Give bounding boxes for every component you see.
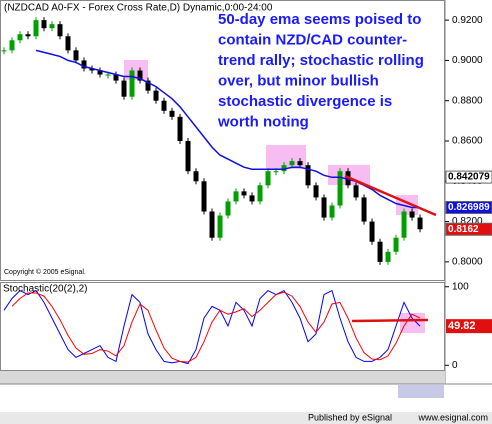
- candle: [257, 185, 263, 202]
- candle: [313, 185, 319, 198]
- candle: [65, 36, 71, 51]
- candle: [161, 100, 167, 111]
- y-tick-label: 0.9200: [452, 15, 483, 26]
- chart-title: (NZDCAD A0-FX - Forex Cross Rate,D) Dyna…: [4, 3, 273, 14]
- y-tick-label: 0.8800: [452, 95, 483, 106]
- candle: [265, 171, 271, 186]
- candle: [201, 181, 207, 212]
- candle: [217, 215, 223, 238]
- candle: [305, 165, 311, 186]
- price-box: [445, 170, 492, 184]
- candle: [321, 197, 327, 218]
- y-tick-label: 0.9000: [452, 55, 483, 66]
- y-tick-label: 0.8200: [452, 216, 483, 227]
- highlight: [400, 313, 425, 333]
- candle: [89, 68, 95, 71]
- candle: [177, 116, 183, 142]
- candle: [81, 60, 87, 69]
- footer-bar: [0, 412, 492, 424]
- copyright: Copyright © 2005 eSignal.: [4, 268, 86, 276]
- candle: [169, 110, 175, 117]
- candle: [273, 171, 279, 173]
- candle: [353, 185, 359, 198]
- price-box-label: 0.826989: [448, 202, 490, 213]
- candle: [393, 237, 399, 252]
- candle: [233, 191, 239, 202]
- candle: [57, 24, 63, 37]
- candle: [121, 80, 127, 97]
- candle: [249, 195, 255, 202]
- trendline: [351, 318, 429, 323]
- tab-bar: [0, 371, 445, 384]
- y-tick-label: 0.8000: [452, 257, 483, 268]
- candle: [145, 80, 151, 91]
- annotation: stochastic divergence is: [218, 93, 392, 110]
- candle: [41, 20, 47, 29]
- y-tick-label: 0: [452, 360, 458, 371]
- candle: [417, 217, 423, 230]
- candle: [1, 50, 7, 52]
- price-box-label: 0.8162: [448, 224, 479, 235]
- value-box: [446, 319, 492, 334]
- candle: [73, 50, 79, 61]
- candle: [137, 70, 143, 81]
- candle: [297, 161, 303, 166]
- stochastic-title: Stochastic(20(2),2): [3, 284, 87, 295]
- candle: [329, 205, 335, 218]
- candle: [193, 171, 199, 182]
- price-box-label: 0.842079: [448, 172, 490, 183]
- candle: [209, 211, 215, 238]
- annotation: contain NZD/CAD counter-: [218, 31, 407, 48]
- candle: [385, 251, 391, 262]
- candle: [97, 70, 103, 75]
- y-tick-label: 0.8600: [452, 136, 483, 147]
- line: [3, 289, 421, 365]
- candle: [153, 90, 159, 101]
- candle: [225, 201, 231, 216]
- annotation: trend rally; stochastic rolling: [218, 52, 424, 69]
- y-tick-label: 100: [452, 281, 469, 292]
- candle: [241, 191, 247, 196]
- candle: [25, 34, 31, 37]
- annotation: 50-day ema seems poised to: [218, 11, 421, 28]
- candle: [361, 197, 367, 222]
- trendline: [344, 174, 437, 217]
- candle: [281, 165, 287, 172]
- candle: [105, 74, 111, 76]
- candle: [401, 211, 407, 238]
- candle: [409, 211, 415, 218]
- candle: [337, 171, 343, 206]
- candle: [185, 141, 191, 172]
- value-box-label: 49.82: [448, 320, 476, 332]
- candle: [33, 20, 39, 37]
- line: [11, 291, 421, 363]
- candle: [369, 221, 375, 242]
- candle: [289, 161, 295, 166]
- annotation: worth noting: [217, 113, 309, 130]
- annotation: over, but minor bullish: [218, 72, 379, 89]
- candle: [113, 74, 119, 81]
- footer-published: Published by eSignal: [308, 412, 392, 422]
- candle: [49, 24, 55, 29]
- price-box: [445, 222, 492, 236]
- candle: [377, 241, 383, 262]
- candle: [17, 34, 23, 41]
- candle: [129, 70, 135, 97]
- price-box: [445, 201, 492, 215]
- footer-url: www.esignal.com: [417, 412, 488, 422]
- candle: [9, 40, 15, 51]
- date-highlight: [398, 385, 444, 398]
